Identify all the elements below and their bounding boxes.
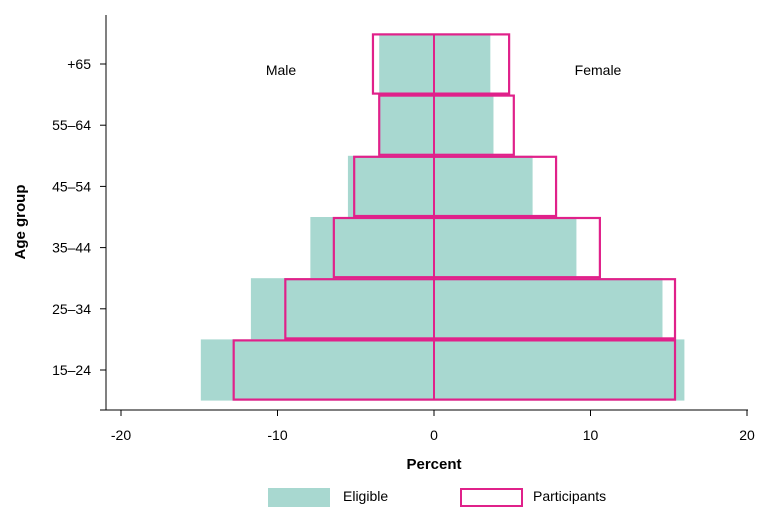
participant-bar-15–24: [232, 339, 677, 401]
y-tick-label: 45–54: [52, 178, 91, 194]
participant-bar-35–44: [332, 216, 601, 279]
legend-label-eligible: Eligible: [343, 488, 388, 504]
x-axis-ticks: -20 -10 0 10 20: [111, 410, 755, 443]
y-axis-title: Age group: [12, 185, 29, 260]
eligible-bars: [200, 33, 685, 401]
participant-bar-+65: [371, 33, 511, 95]
legend-label-participants: Participants: [533, 488, 606, 504]
female-annotation: Female: [575, 62, 622, 78]
participant-bar-45–54: [353, 155, 558, 218]
legend: Eligible Participants: [268, 488, 606, 507]
participant-bars: [232, 33, 677, 401]
participant-bar-55–64: [378, 94, 515, 156]
x-tick-label: 0: [430, 427, 438, 443]
x-axis-title: Percent: [406, 456, 461, 473]
eligible-bar-25–34: [250, 278, 663, 340]
eligible-bar-55–64: [379, 94, 494, 156]
y-tick-label: 25–34: [52, 301, 91, 317]
eligible-bar-35–44: [310, 217, 577, 279]
y-tick-label: 15–24: [52, 362, 91, 378]
legend-swatch-participants: [460, 488, 523, 507]
participant-bar-25–34: [284, 278, 677, 340]
y-tick-label: 55–64: [52, 117, 91, 133]
eligible-bar-15–24: [200, 339, 685, 401]
eligible-bar-45–54: [347, 155, 533, 217]
x-tick-label: 10: [583, 427, 599, 443]
y-tick-label: 35–44: [52, 240, 91, 256]
legend-swatch-eligible: [268, 488, 330, 507]
x-tick-label: -10: [267, 427, 287, 443]
x-tick-label: 20: [739, 427, 755, 443]
y-tick-label: +65: [67, 56, 91, 72]
y-axis-ticks: 15–24 25–34 35–44 45–54 55–64 +65: [52, 56, 106, 378]
x-tick-label: -20: [111, 427, 131, 443]
male-annotation: Male: [266, 62, 297, 78]
